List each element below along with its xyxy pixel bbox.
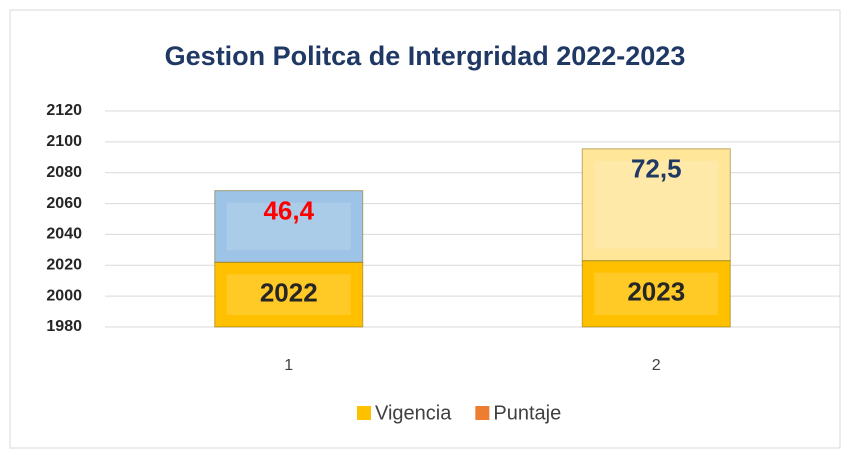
data-label: 2022: [260, 277, 318, 307]
legend-label: Vigencia: [375, 402, 452, 424]
y-tick-label: 2100: [46, 133, 82, 150]
bar-segment: [214, 190, 364, 263]
y-tick-label: 2120: [46, 102, 82, 119]
data-label: 72,5: [631, 154, 682, 184]
y-tick-label: 2040: [46, 226, 82, 243]
x-tick-label: 1: [284, 357, 293, 374]
bar-bevel: [226, 202, 351, 251]
x-tick-label: 2: [652, 357, 661, 374]
y-tick-label: 1980: [46, 318, 82, 335]
legend-swatch: [357, 406, 371, 420]
chart-title: Gestion Politca de Intergridad 2022-2023: [165, 41, 686, 71]
bar-segment: [581, 148, 731, 262]
y-tick-label: 2020: [46, 257, 82, 274]
legend-swatch: [475, 406, 490, 420]
bar-bevel: [594, 160, 719, 249]
y-tick-label: 2060: [46, 195, 82, 212]
data-label: 46,4: [263, 195, 314, 225]
bar-bevel: [594, 272, 719, 315]
y-tick-label: 2080: [46, 164, 82, 181]
data-label: 2023: [627, 277, 685, 307]
bar-bevel: [226, 274, 351, 315]
legend-label: Puntaje: [493, 402, 561, 424]
bar-segment: [214, 261, 364, 328]
bar-segment: [581, 260, 731, 328]
y-tick-label: 2000: [46, 287, 82, 304]
